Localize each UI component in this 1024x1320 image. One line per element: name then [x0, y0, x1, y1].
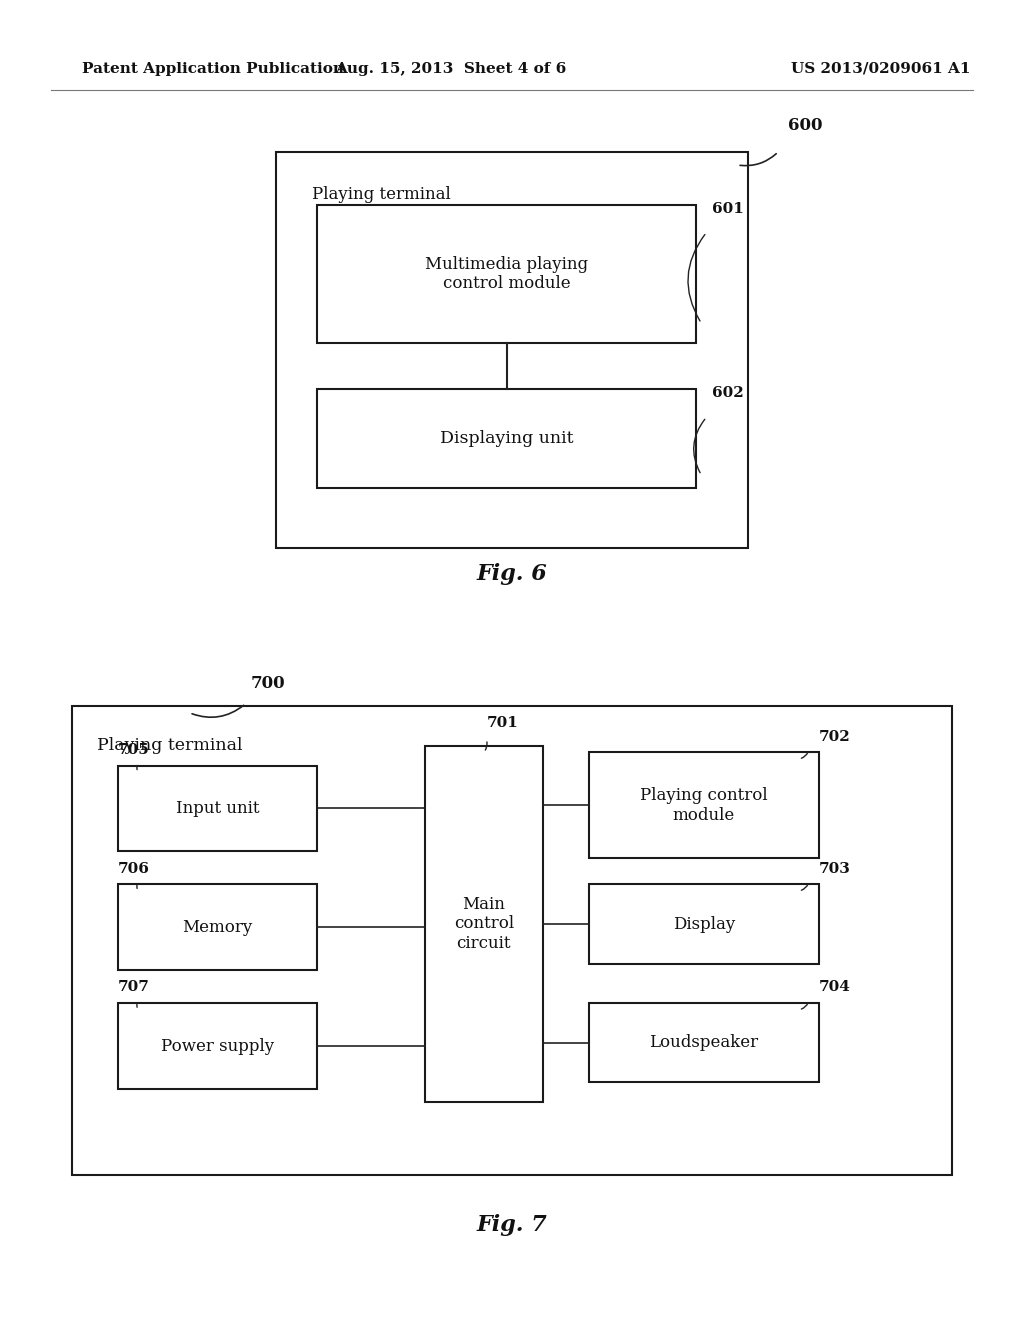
- Text: Main
control
circuit: Main control circuit: [454, 896, 514, 952]
- Text: 707: 707: [118, 981, 150, 994]
- Text: Playing control
module: Playing control module: [640, 787, 768, 824]
- Text: 602: 602: [712, 387, 743, 400]
- Text: Patent Application Publication: Patent Application Publication: [82, 62, 344, 75]
- Text: 600: 600: [788, 117, 823, 133]
- Text: 705: 705: [118, 743, 150, 756]
- Text: Display: Display: [673, 916, 735, 932]
- Text: Playing terminal: Playing terminal: [312, 186, 451, 202]
- Bar: [276, 152, 748, 548]
- Text: 706: 706: [118, 862, 150, 875]
- Text: Playing terminal: Playing terminal: [97, 738, 243, 754]
- Text: Fig. 7: Fig. 7: [476, 1214, 548, 1236]
- Text: Aug. 15, 2013  Sheet 4 of 6: Aug. 15, 2013 Sheet 4 of 6: [335, 62, 566, 75]
- Text: 704: 704: [819, 981, 851, 994]
- Bar: [317, 205, 696, 343]
- Text: 700: 700: [251, 676, 286, 692]
- Bar: [118, 1003, 317, 1089]
- Bar: [589, 1003, 819, 1082]
- Bar: [589, 884, 819, 964]
- Text: Power supply: Power supply: [161, 1038, 274, 1055]
- Text: Multimedia playing
control module: Multimedia playing control module: [425, 256, 589, 292]
- Text: Loudspeaker: Loudspeaker: [649, 1035, 759, 1051]
- Text: 701: 701: [486, 717, 518, 730]
- Bar: [118, 766, 317, 851]
- Bar: [118, 884, 317, 970]
- Text: US 2013/0209061 A1: US 2013/0209061 A1: [791, 62, 971, 75]
- Bar: [317, 389, 696, 488]
- Text: Displaying unit: Displaying unit: [440, 430, 573, 447]
- Bar: [425, 746, 543, 1102]
- Text: Memory: Memory: [182, 919, 253, 936]
- Bar: [589, 752, 819, 858]
- Bar: [72, 706, 952, 1175]
- Text: Input unit: Input unit: [176, 800, 259, 817]
- Text: 601: 601: [712, 202, 743, 215]
- Text: Fig. 6: Fig. 6: [476, 564, 548, 585]
- Text: 703: 703: [819, 862, 851, 875]
- Text: 702: 702: [819, 730, 851, 743]
